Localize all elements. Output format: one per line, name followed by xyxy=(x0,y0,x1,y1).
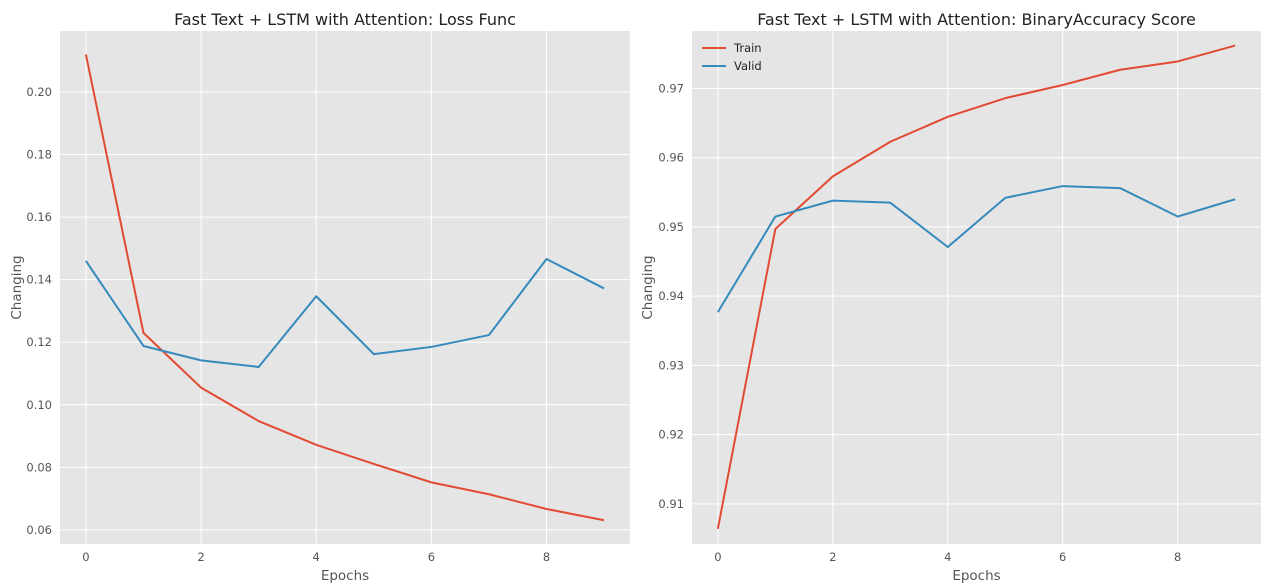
x-tick-label: 0 xyxy=(82,550,89,564)
chart-title: Fast Text + LSTM with Attention: BinaryA… xyxy=(757,10,1196,29)
x-tick-label: 2 xyxy=(197,550,204,564)
y-tick-label: 0.97 xyxy=(658,81,684,95)
x-axis-label: Epochs xyxy=(952,568,1000,584)
valid-series-line xyxy=(717,185,1236,313)
legend: Train Valid xyxy=(702,41,762,73)
chart-1: 0.06 0.08 0.10 0.12 0.14 0.16 0.18 0.20 0 2 4 6 8 Fas… xyxy=(9,10,630,584)
x-tick-label: 8 xyxy=(1174,550,1181,564)
y-tick-label: 0.91 xyxy=(658,497,684,511)
train-series-line xyxy=(716,44,1236,529)
x-tick-label: 0 xyxy=(714,550,721,564)
y-tick-label: 0.06 xyxy=(26,523,52,537)
y-axis-label: Changing xyxy=(9,255,25,319)
y-tick-label: 0.08 xyxy=(26,460,52,474)
y-axis-label: Changing xyxy=(640,255,656,319)
x-tick-label: 2 xyxy=(829,550,836,564)
y-tick-label: 0.16 xyxy=(26,210,52,224)
x-axis-label: Epochs xyxy=(321,568,369,584)
legend-label-train: Train xyxy=(733,41,762,55)
y-tick-label: 0.20 xyxy=(26,85,52,99)
valid-series-line xyxy=(85,258,605,368)
x-tick-label: 6 xyxy=(428,550,435,564)
y-tick-label: 0.12 xyxy=(26,335,52,349)
plot-area xyxy=(60,31,630,544)
y-tick-label: 0.93 xyxy=(658,358,684,372)
x-tick-label: 8 xyxy=(543,550,550,564)
y-tick-label: 0.95 xyxy=(658,220,684,234)
y-tick-label: 0.14 xyxy=(26,273,52,287)
y-tick-label: 0.10 xyxy=(26,398,52,412)
x-tick-label: 4 xyxy=(944,550,951,564)
x-tick-label: 4 xyxy=(313,550,320,564)
chart-2: 0.91 0.92 0.93 0.94 0.95 0.96 0.97 0 2 4 6 8 Fast Te… xyxy=(640,10,1261,584)
y-tick-label: 0.92 xyxy=(658,428,684,442)
y-tick-label: 0.94 xyxy=(658,289,684,303)
x-tick-label: 6 xyxy=(1059,550,1066,564)
train-series-line xyxy=(84,54,605,522)
plot-area xyxy=(692,31,1261,544)
y-tick-label: 0.18 xyxy=(26,148,52,162)
chart-title: Fast Text + LSTM with Attention: Loss Fu… xyxy=(174,10,516,29)
legend-label-valid: Valid xyxy=(734,59,762,73)
y-tick-label: 0.96 xyxy=(658,151,684,165)
